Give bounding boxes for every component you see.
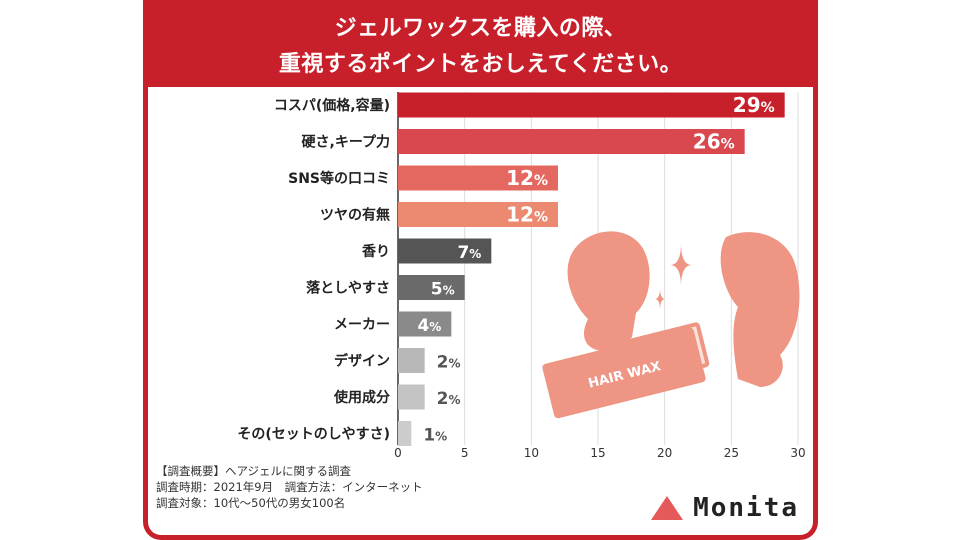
category-label: コスパ(価格,容量) bbox=[274, 97, 390, 114]
category-label: メーカー bbox=[334, 317, 390, 333]
data-label: 12% bbox=[506, 166, 548, 190]
bar-chart: HAIR WAX 29% 26% 12% 12% 7%5% 4% 2% 2% 1% コスパ(価格… bbox=[237, 92, 806, 460]
survey-note-target: 調査対象：10代〜50代の男女100名 bbox=[156, 496, 346, 510]
survey-notes: 【調査概要】ヘアジェルに関する調査 調査時期：2021年9月 調査方法：インター… bbox=[156, 463, 423, 511]
category-label: その(セットのしやすさ) bbox=[237, 427, 390, 443]
survey-note-period: 調査時期：2021年9月 調査方法：インターネット bbox=[156, 480, 423, 494]
category-label: ツヤの有無 bbox=[320, 207, 390, 224]
x-axis-ticks: 0 5 10 15 20 25 30 bbox=[394, 446, 805, 460]
x-tick-label: 5 bbox=[461, 446, 469, 460]
logo-mark-icon bbox=[651, 496, 684, 520]
bar bbox=[398, 202, 558, 227]
infographic-card: ジェルワックスを購入の際、 重視するポイントをおしえてください。 HAIR WA… bbox=[143, 0, 818, 540]
bar bbox=[398, 92, 785, 118]
title-banner: ジェルワックスを購入の際、 重視するポイントをおしえてください。 bbox=[148, 0, 813, 87]
logo-text: Monita bbox=[693, 493, 799, 523]
bar bbox=[398, 311, 452, 337]
x-tick-label: 0 bbox=[394, 446, 402, 460]
category-label: 使用成分 bbox=[333, 389, 390, 406]
woman-head-icon bbox=[720, 232, 800, 387]
data-label: 12% bbox=[506, 203, 548, 227]
bar bbox=[398, 238, 492, 264]
data-label: 1% bbox=[423, 426, 447, 446]
category-label: 香り bbox=[361, 243, 390, 260]
data-label: 7% bbox=[457, 243, 481, 263]
bar bbox=[398, 421, 412, 446]
sparkle-icon bbox=[654, 288, 666, 310]
x-tick-label: 15 bbox=[590, 446, 605, 460]
data-label: 2% bbox=[437, 389, 461, 409]
bar bbox=[398, 348, 425, 373]
title-line-1: ジェルワックスを購入の際、 bbox=[334, 16, 627, 41]
bar bbox=[398, 275, 465, 300]
bar bbox=[398, 165, 558, 191]
x-tick-label: 30 bbox=[790, 446, 805, 460]
data-label: 2% bbox=[437, 353, 461, 373]
title-line-2: 重視するポイントをおしえてください。 bbox=[278, 52, 683, 77]
bar bbox=[398, 384, 425, 410]
data-label: 26% bbox=[693, 130, 735, 154]
bar bbox=[398, 129, 745, 154]
survey-note-summary: 【調査概要】ヘアジェルに関する調査 bbox=[156, 464, 352, 478]
sparkle-icon bbox=[670, 243, 692, 287]
category-label: 落としやすさ bbox=[306, 280, 390, 297]
category-labels: コスパ(価格,容量) 硬さ,キープ力 SNS等の口コミツヤの有無香り落としやすさメー… bbox=[237, 97, 390, 443]
hair-wax-illustration: HAIR WAX bbox=[542, 231, 800, 419]
category-label: SNS等の口コミ bbox=[288, 170, 390, 187]
x-tick-label: 20 bbox=[657, 446, 672, 460]
data-label: 29% bbox=[733, 93, 775, 117]
data-label: 5% bbox=[431, 280, 455, 300]
bars: 29% 26% 12% 12% 7%5% 4% 2% 2% 1% bbox=[398, 92, 785, 446]
wax-jar-icon bbox=[542, 327, 706, 419]
monita-logo: Monita bbox=[649, 493, 799, 523]
x-tick-label: 10 bbox=[524, 446, 539, 460]
category-label: 硬さ,キープ力 bbox=[302, 134, 390, 151]
man-head-icon bbox=[567, 231, 650, 351]
data-label: 4% bbox=[417, 316, 441, 336]
x-tick-label: 25 bbox=[724, 446, 739, 460]
category-label: デザイン bbox=[334, 353, 390, 370]
sparkle-icon bbox=[629, 273, 641, 297]
